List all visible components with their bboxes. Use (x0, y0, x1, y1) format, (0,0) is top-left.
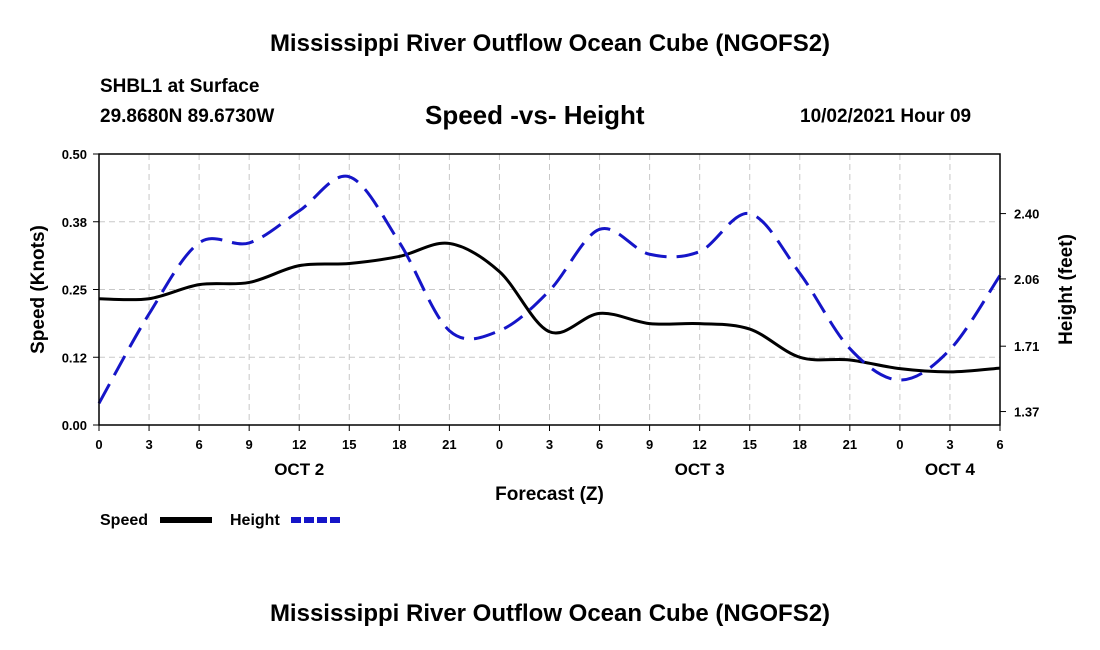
y-tick-label: 0.12 (62, 350, 87, 365)
x-axis-title: Forecast (Z) (495, 484, 604, 505)
y-axis-title: Speed (Knots) (28, 225, 49, 354)
x-tick-label: 21 (843, 437, 857, 452)
series-line-speed (98, 241, 1001, 374)
page-title: Mississippi River Outflow Ocean Cube (NG… (269, 30, 831, 57)
y2-tick-label: 2.06 (1014, 272, 1039, 287)
x-tick-label: 6 (596, 437, 603, 452)
x-tick-label: 0 (95, 437, 102, 452)
footer-title: Mississippi River Outflow Ocean Cube (NG… (269, 600, 831, 627)
y2-tick-label: 1.71 (1014, 339, 1039, 354)
date-label: OCT 3 (675, 460, 725, 479)
y2-tick-label: 1.37 (1014, 405, 1039, 420)
x-tick-label: 0 (896, 437, 903, 452)
series-line-height (97, 174, 1002, 405)
y2-tick-label: 2.40 (1014, 207, 1039, 222)
y-tick-label: 0.00 (62, 418, 87, 433)
x-tick-label: 6 (996, 437, 1003, 452)
station-label: SHBL1 at Surface (100, 76, 260, 97)
date-label: OCT 4 (925, 460, 976, 479)
legend-speed-label: Speed (100, 512, 148, 529)
y-tick-label: 0.25 (62, 283, 87, 298)
chart-subtitle: Speed -vs- Height (425, 100, 645, 130)
series-lines (97, 174, 1002, 405)
grid-lines (99, 154, 1000, 425)
x-tick-label: 15 (342, 437, 356, 452)
station-coordinates: 29.8680N 89.6730W (100, 106, 275, 127)
forecast-datetime: 10/02/2021 Hour 09 (800, 106, 972, 127)
x-tick-label: 12 (292, 437, 306, 452)
legend-height-label: Height (230, 512, 280, 529)
y-tick-label: 0.50 (62, 147, 87, 162)
x-tick-label: 12 (692, 437, 706, 452)
y2-axis-title: Height (feet) (1056, 234, 1077, 345)
x-tick-label: 6 (195, 437, 202, 452)
x-tick-label: 18 (793, 437, 807, 452)
axis-ticks: 0 3 6 9 12 15 18 21 0 3 6 9 12 15 18 21 0 3 6 OCT 2 OCT 3 OCT… (62, 147, 1040, 479)
date-label: OCT 2 (274, 460, 324, 479)
x-tick-label: 3 (546, 437, 553, 452)
x-tick-label: 9 (246, 437, 253, 452)
y-tick-label: 0.38 (62, 215, 87, 230)
x-tick-label: 3 (946, 437, 953, 452)
x-tick-label: 15 (742, 437, 756, 452)
x-tick-label: 9 (646, 437, 653, 452)
x-tick-label: 21 (442, 437, 456, 452)
x-tick-label: 18 (392, 437, 406, 452)
x-tick-label: 3 (145, 437, 152, 452)
x-tick-label: 0 (496, 437, 503, 452)
legend: Speed Height (100, 512, 343, 529)
